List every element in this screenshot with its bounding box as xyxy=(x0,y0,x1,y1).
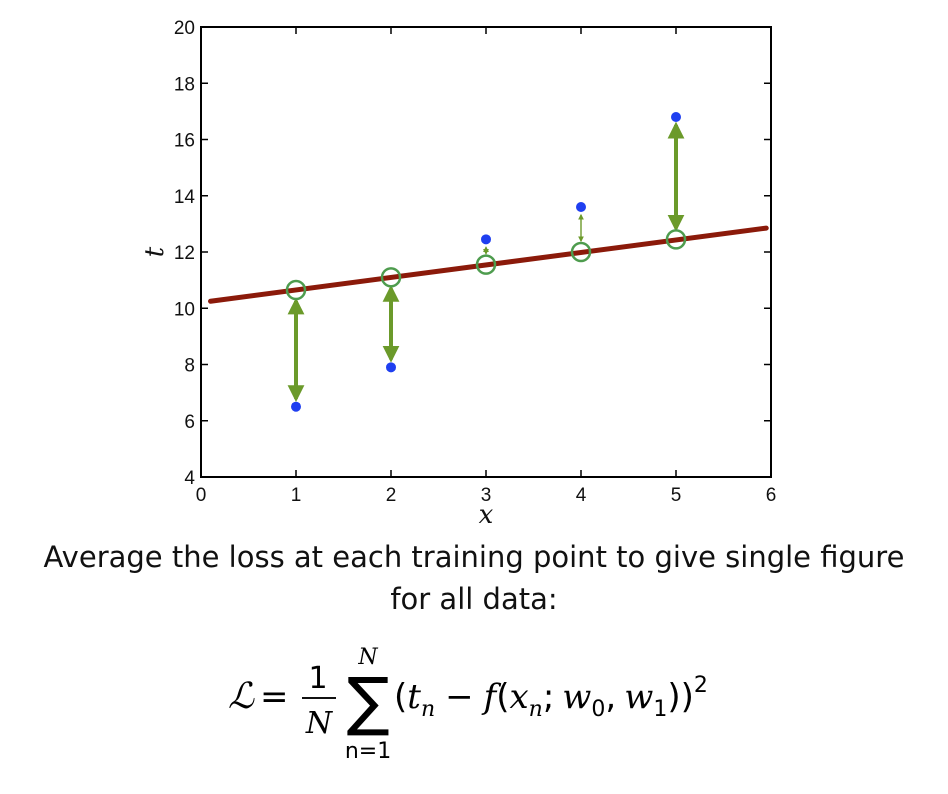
formula-frac-den: N xyxy=(305,706,334,741)
y-tick-label: 8 xyxy=(184,356,195,377)
caption-line-1: Average the loss at each training point … xyxy=(43,540,905,574)
y-tick-label: 12 xyxy=(174,243,195,264)
y-tick-label: 6 xyxy=(184,412,195,433)
x-tick-label: 5 xyxy=(671,485,682,506)
x-tick-label: 1 xyxy=(291,485,302,506)
formula-inner-open: ( xyxy=(496,677,509,717)
predicted-point xyxy=(570,241,592,263)
predicted-point xyxy=(285,279,307,301)
loss-formula: ℒ = 1 N N ∑ n=1 (tn − f(xn; w0, w1))2 xyxy=(228,645,708,764)
formula-body: (tn − f(xn; w0, w1))2 xyxy=(394,673,708,722)
formula-w1: w xyxy=(624,677,653,717)
x-tick-label: 6 xyxy=(766,485,777,506)
y-tick-label: 18 xyxy=(174,74,195,95)
x-axis-label: x xyxy=(479,500,494,530)
data-point xyxy=(576,202,586,212)
formula-t-sub: n xyxy=(421,697,435,722)
formula-x-sub: n xyxy=(529,697,543,722)
y-tick-label: 4 xyxy=(184,468,195,489)
y-tick-label: 10 xyxy=(174,299,195,320)
formula-w0-sub: 0 xyxy=(591,697,605,722)
predicted-point xyxy=(475,254,497,275)
y-tick-label: 14 xyxy=(174,187,196,208)
y-tick-label: 16 xyxy=(174,131,195,152)
data-point xyxy=(481,234,491,245)
formula-sum-symbol: ∑ xyxy=(346,665,389,739)
formula-w1-sub: 1 xyxy=(653,697,667,722)
formula-t: t xyxy=(407,677,421,717)
formula-minus: − xyxy=(445,677,474,717)
x-tick-label: 2 xyxy=(386,485,397,506)
formula-close-parens: )) xyxy=(667,677,694,717)
caption-line-2: for all data: xyxy=(390,582,558,616)
formula-sum-upper: N xyxy=(357,645,378,670)
formula-comma: , xyxy=(605,677,616,717)
formula-equals: = xyxy=(260,677,289,717)
data-point xyxy=(386,362,396,373)
y-axis-label: t xyxy=(140,246,170,257)
x-tick-label: 3 xyxy=(481,485,492,506)
predicted-point xyxy=(665,229,687,250)
x-tick-label: 4 xyxy=(576,485,587,506)
formula-frac-num: 1 xyxy=(308,661,327,696)
formula-w0: w xyxy=(562,677,591,717)
formula-lhs: ℒ xyxy=(228,676,255,717)
y-tick-label: 20 xyxy=(174,18,195,39)
caption: Average the loss at each training point … xyxy=(0,536,948,620)
x-tick-label: 0 xyxy=(196,485,207,506)
formula-x: x xyxy=(509,677,528,717)
data-point xyxy=(671,112,681,122)
formula-power: 2 xyxy=(694,673,708,698)
formula-open-paren: ( xyxy=(394,677,407,717)
formula-sum-lower: n=1 xyxy=(345,739,391,764)
fit-line xyxy=(208,225,769,304)
predicted-point xyxy=(380,267,402,288)
formula-semicolon: ; xyxy=(543,677,554,717)
data-point xyxy=(291,401,301,412)
